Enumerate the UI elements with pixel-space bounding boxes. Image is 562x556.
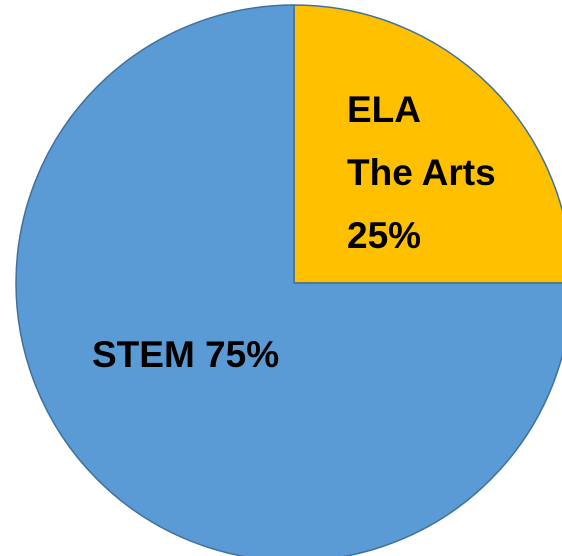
pie-slice-stem xyxy=(15,4,562,556)
pie-label-stem: STEM 75% xyxy=(92,334,279,375)
pie-label-line: 25% xyxy=(347,215,421,256)
pie-label-line: ELA xyxy=(347,89,421,130)
pie-label-ela-the-arts: ELA The Arts 25% xyxy=(347,89,496,256)
pie-slices xyxy=(15,4,562,556)
pie-slice-ela-the-arts xyxy=(293,4,562,284)
pie-label-line: The Arts xyxy=(347,152,496,193)
pie-label-line: STEM 75% xyxy=(92,334,279,375)
pie-labels: ELA The Arts 25% STEM 75% xyxy=(92,89,496,375)
